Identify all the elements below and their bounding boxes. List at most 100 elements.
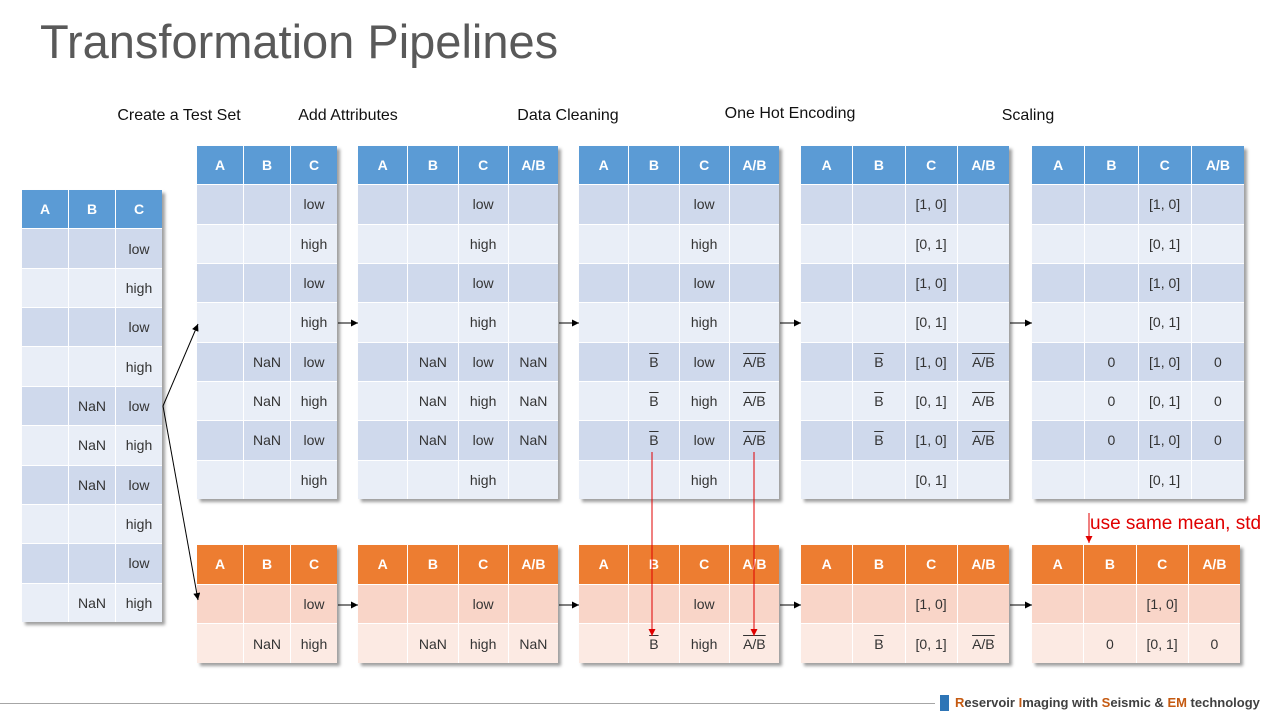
cell-value: high	[300, 393, 328, 410]
column-header-a: A	[1032, 545, 1084, 584]
column-header-b: B	[69, 190, 115, 229]
cell-value: A/B	[743, 353, 766, 370]
table-cell: 0	[1191, 342, 1244, 381]
table-cell: [1, 0]	[1138, 421, 1191, 460]
table-cell: high	[458, 381, 508, 421]
cell-value: [0, 1]	[1149, 393, 1181, 410]
cell-value: low	[472, 353, 494, 370]
column-header-a-per-b: A/B	[508, 146, 558, 185]
table-cell: NaN	[244, 421, 290, 460]
table-cell: low	[458, 421, 508, 460]
column-header-b: B	[1084, 545, 1136, 584]
table-cell	[508, 584, 558, 624]
cell-value: low	[472, 196, 494, 213]
table-cell	[69, 544, 115, 583]
table-cell	[358, 224, 408, 263]
table-cell: [0, 1]	[1136, 624, 1188, 663]
cell-value: low	[303, 432, 325, 449]
table-cell	[1191, 460, 1244, 499]
table-cell	[22, 268, 68, 308]
table-cell	[801, 624, 853, 663]
table-cell: NaN	[508, 624, 558, 663]
cell-value: NaN	[519, 353, 548, 370]
table-cell	[957, 303, 1009, 342]
table-cell	[579, 460, 629, 499]
table-cell	[69, 504, 115, 544]
cell-value: [1, 0]	[915, 595, 947, 612]
table-cell	[629, 460, 679, 499]
table-cell: [1, 0]	[905, 342, 957, 381]
table-cell: high	[458, 224, 508, 263]
column-header-a-per-b: A/B	[957, 545, 1009, 584]
cell-value: NaN	[519, 432, 548, 449]
column-header-a-per-b: A/B	[957, 146, 1009, 185]
table-cell	[853, 185, 905, 224]
stage-label-create-test-set: Create a Test Set	[117, 107, 241, 124]
column-header-a: A	[801, 146, 853, 185]
cell-value: low	[128, 240, 150, 257]
table-cell: high	[458, 303, 508, 342]
cell-value: low	[693, 353, 715, 370]
table-cell: [0, 1]	[905, 460, 957, 499]
column-header-b: B	[629, 545, 679, 584]
table-cell	[197, 624, 243, 663]
table-cell: high	[679, 224, 729, 263]
table-cell: high	[679, 460, 729, 499]
arrow-split-to-test	[162, 405, 201, 601]
table-cell	[801, 185, 853, 224]
table-cell	[408, 185, 458, 224]
footer-accent-letter: I	[1018, 695, 1023, 710]
column-header-a-per-b: A/B	[508, 545, 558, 584]
table-cell	[853, 584, 905, 624]
column-header-b: B	[853, 146, 905, 185]
table-cell: [1, 0]	[1138, 263, 1191, 303]
table-cell: NaN	[508, 381, 558, 421]
table-cell: low	[458, 342, 508, 381]
table-cell: high	[679, 303, 729, 342]
table-cell: NaN	[69, 386, 115, 426]
cell-value: 0	[1107, 393, 1116, 410]
table-cell	[1032, 342, 1085, 381]
column-header-a-per-b: A/B	[729, 545, 779, 584]
table-cell	[1085, 460, 1138, 499]
cell-value: low	[128, 397, 150, 414]
column-header-a: A	[358, 545, 408, 584]
table-cell: NaN	[508, 342, 558, 381]
cell-value: 0	[1213, 432, 1222, 449]
table-cell: NaN	[244, 624, 290, 663]
cell-value: 0	[1107, 353, 1116, 370]
table-cell	[358, 342, 408, 381]
table-cell	[1085, 303, 1138, 342]
table-cell	[1191, 303, 1244, 342]
cell-value: NaN	[77, 397, 106, 414]
footer-rule	[0, 703, 935, 704]
table-cell: low	[679, 421, 729, 460]
cell-value: [0, 1]	[1146, 635, 1178, 652]
table-cell	[508, 224, 558, 263]
cell-value: A/B	[972, 393, 995, 410]
table-cell	[629, 584, 679, 624]
table-cell	[508, 460, 558, 499]
table-cell: low	[291, 185, 337, 224]
table-cell	[22, 544, 68, 583]
table-cell	[358, 263, 408, 303]
table-cell: NaN	[408, 421, 458, 460]
cell-value: [0, 1]	[1149, 235, 1181, 252]
cell-value: high	[690, 471, 718, 488]
table-cell	[957, 224, 1009, 263]
cell-value: [1, 0]	[915, 353, 947, 370]
table-cell	[1191, 224, 1244, 263]
column-header-b: B	[408, 146, 458, 185]
cell-value: high	[469, 393, 497, 410]
cell-value: 0	[1107, 432, 1116, 449]
slide-title: Transformation Pipelines	[40, 15, 559, 68]
table-cell	[729, 303, 779, 342]
cell-value: high	[690, 235, 718, 252]
cell-value: low	[128, 319, 150, 336]
table-cell: low	[291, 421, 337, 460]
table-cell	[1032, 624, 1084, 663]
table-cell	[197, 185, 243, 224]
table-cell: high	[458, 624, 508, 663]
cell-value: low	[303, 353, 325, 370]
